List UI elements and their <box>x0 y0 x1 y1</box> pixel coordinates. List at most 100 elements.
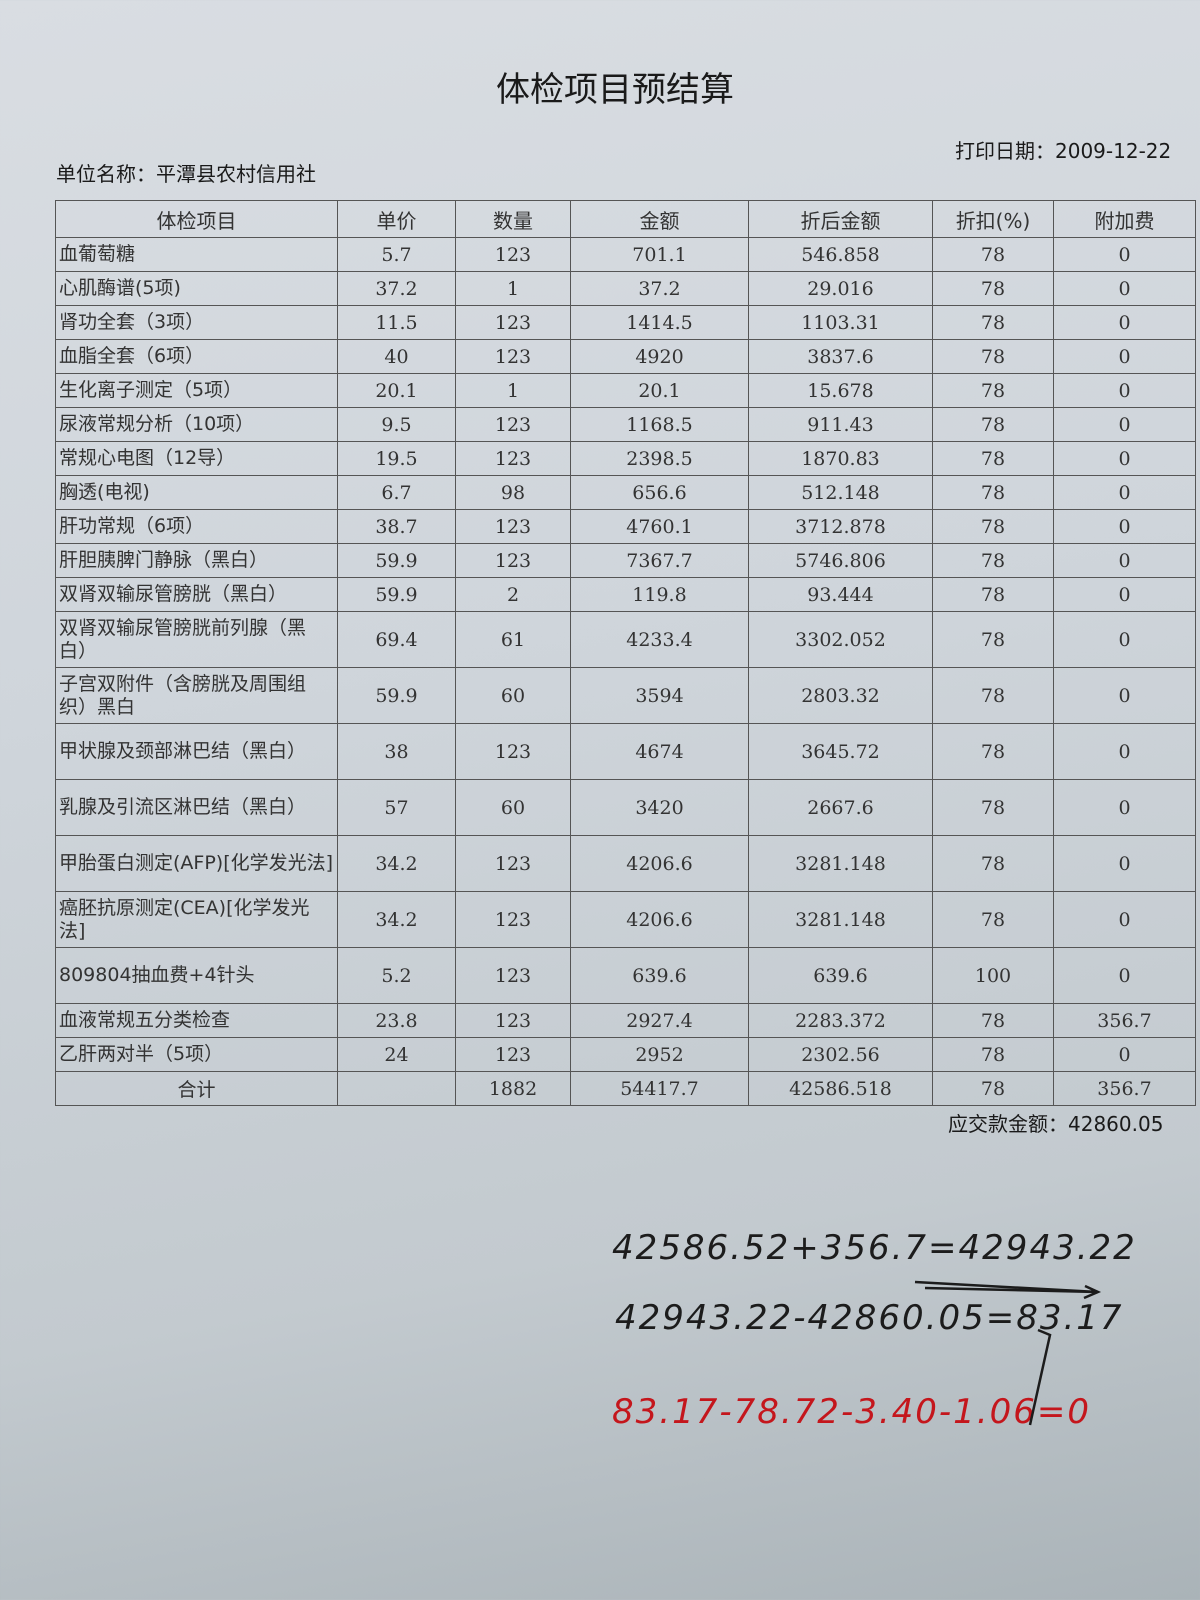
table-cell: 60 <box>455 779 571 836</box>
table-cell: 123 <box>455 543 571 578</box>
table-cell: 1870.83 <box>748 441 933 476</box>
table-cell: 123 <box>455 509 571 544</box>
table-cell: 0 <box>1053 373 1196 408</box>
table-cell: 78 <box>932 1003 1054 1038</box>
table-cell: 11.5 <box>337 305 456 340</box>
table-cell: 2667.6 <box>748 779 933 836</box>
table-row: 双肾双输尿管膀胱（黑白） 59.9 2 119.8 93.444 78 0 <box>55 577 1196 612</box>
table-cell: 0 <box>1053 611 1196 668</box>
table-cell: 2283.372 <box>748 1003 933 1038</box>
table-cell: 78 <box>932 779 1054 836</box>
table-cell: 尿液常规分析（10项） <box>55 407 338 442</box>
table-cell: 肾功全套（3项） <box>55 305 338 340</box>
table-cell: 合计 <box>55 1071 338 1106</box>
table-row: 809804抽血费+4针头 5.2 123 639.6 639.6 100 0 <box>55 947 1196 1004</box>
table-cell: 123 <box>455 237 571 272</box>
table-cell: 生化离子测定（5项） <box>55 373 338 408</box>
table-cell: 78 <box>932 577 1054 612</box>
table-row: 血脂全套（6项） 40 123 4920 3837.6 78 0 <box>55 339 1196 374</box>
table-cell: 29.016 <box>748 271 933 306</box>
table-cell: 809804抽血费+4针头 <box>55 947 338 1004</box>
table-row: 子宫双附件（含膀胱及周围组织）黑白 59.9 60 3594 2803.32 78 0 <box>55 667 1196 724</box>
table-cell: 0 <box>1053 237 1196 272</box>
table-cell: 61 <box>455 611 571 668</box>
table-cell: 胸透(电视) <box>55 475 338 510</box>
table-cell: 甲状腺及颈部淋巴结（黑白） <box>55 723 338 780</box>
table-cell: 100 <box>932 947 1054 1004</box>
table-cell: 血脂全套（6项） <box>55 339 338 374</box>
table-cell: 123 <box>455 891 571 948</box>
table-cell: 356.7 <box>1053 1071 1196 1106</box>
table-cell: 78 <box>932 237 1054 272</box>
table-cell: 1882 <box>455 1071 571 1106</box>
table-cell: 0 <box>1053 407 1196 442</box>
table-cell: 656.6 <box>570 475 749 510</box>
table-cell: 子宫双附件（含膀胱及周围组织）黑白 <box>55 667 338 724</box>
table-row: 甲胎蛋白测定(AFP)[化学发光法] 34.2 123 4206.6 3281.148 7… <box>55 835 1196 892</box>
document-title: 体检项目预结算 <box>496 70 734 110</box>
table-cell: 0 <box>1053 305 1196 340</box>
table-cell: 1168.5 <box>570 407 749 442</box>
table-cell: 123 <box>455 947 571 1004</box>
underline-arrow <box>914 1280 1102 1300</box>
print-date: 打印日期：2009-12-22 <box>955 139 1172 163</box>
table-cell: 2952 <box>570 1037 749 1072</box>
table-cell: 20.1 <box>337 373 456 408</box>
table-cell: 0 <box>1053 779 1196 836</box>
table-cell: 4760.1 <box>570 509 749 544</box>
table-cell: 0 <box>1053 271 1196 306</box>
table-row: 血液常规五分类检查 23.8 123 2927.4 2283.372 78 356.7 <box>55 1003 1196 1038</box>
table-cell: 78 <box>932 667 1054 724</box>
table-cell: 701.1 <box>570 237 749 272</box>
table-cell: 3281.148 <box>748 835 933 892</box>
table-cell <box>337 1071 456 1106</box>
table-row: 甲状腺及颈部淋巴结（黑白） 38 123 4674 3645.72 78 0 <box>55 723 1196 780</box>
table-cell: 54417.7 <box>570 1071 749 1106</box>
bracket-mark <box>1028 1328 1052 1426</box>
table-row: 乳腺及引流区淋巴结（黑白） 57 60 3420 2667.6 78 0 <box>55 779 1196 836</box>
table-cell: 1 <box>455 373 571 408</box>
table-cell: 0 <box>1053 509 1196 544</box>
table-cell: 3712.878 <box>748 509 933 544</box>
table-cell: 双肾双输尿管膀胱前列腺（黑白） <box>55 611 338 668</box>
column-header: 单价 <box>337 200 456 238</box>
table-cell: 42586.518 <box>748 1071 933 1106</box>
table-cell: 2803.32 <box>748 667 933 724</box>
table-cell: 123 <box>455 339 571 374</box>
table-cell: 0 <box>1053 577 1196 612</box>
table-cell: 78 <box>932 723 1054 780</box>
table-cell: 78 <box>932 407 1054 442</box>
table-cell: 0 <box>1053 723 1196 780</box>
table-cell: 78 <box>932 509 1054 544</box>
table-cell: 123 <box>455 407 571 442</box>
table-cell: 双肾双输尿管膀胱（黑白） <box>55 577 338 612</box>
table-cell: 78 <box>932 611 1054 668</box>
table-cell: 5.7 <box>337 237 456 272</box>
table-cell: 78 <box>932 271 1054 306</box>
table-row: 血葡萄糖 5.7 123 701.1 546.858 78 0 <box>55 237 1196 272</box>
table-cell: 60 <box>455 667 571 724</box>
table-cell: 78 <box>932 543 1054 578</box>
table-cell: 78 <box>932 1071 1054 1106</box>
column-header: 折扣(%) <box>932 200 1054 238</box>
table-cell: 4206.6 <box>570 835 749 892</box>
table-cell: 4674 <box>570 723 749 780</box>
table-cell: 5.2 <box>337 947 456 1004</box>
table-cell: 乳腺及引流区淋巴结（黑白） <box>55 779 338 836</box>
table-cell: 0 <box>1053 835 1196 892</box>
table-cell: 78 <box>932 891 1054 948</box>
table-cell: 639.6 <box>748 947 933 1004</box>
table-cell: 3837.6 <box>748 339 933 374</box>
table-cell: 69.4 <box>337 611 456 668</box>
table-cell: 40 <box>337 339 456 374</box>
table-cell: 2927.4 <box>570 1003 749 1038</box>
table-cell: 123 <box>455 305 571 340</box>
handwritten-line-3: 83.17-78.72-3.40-1.06=0 <box>612 1392 1092 1432</box>
table-cell: 546.858 <box>748 237 933 272</box>
table-cell: 356.7 <box>1053 1003 1196 1038</box>
table-cell: 93.444 <box>748 577 933 612</box>
table-cell: 37.2 <box>337 271 456 306</box>
table-cell: 78 <box>932 475 1054 510</box>
table-cell: 123 <box>455 441 571 476</box>
